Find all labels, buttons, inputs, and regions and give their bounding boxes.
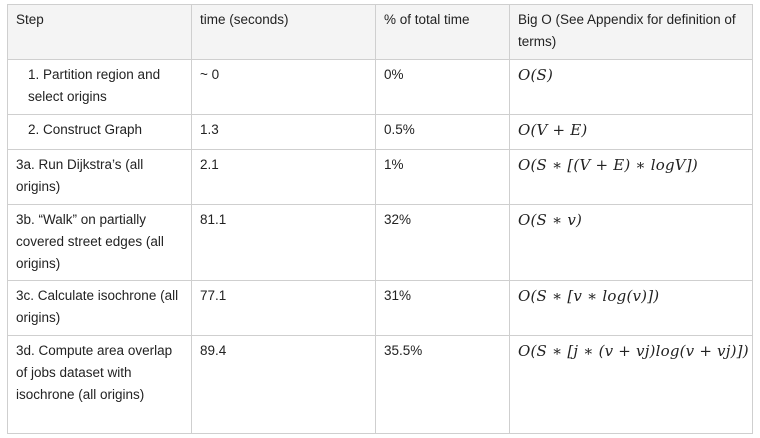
big-o-cell: O(V + E) (509, 114, 753, 150)
header-percent: % of total time (375, 4, 510, 60)
time-cell: 77.1 (191, 280, 376, 336)
step-cell: 3b. “Walk” on partially covered street e… (7, 204, 192, 281)
table-row: 2. Construct Graph 1.3 0.5% O(V + E) (7, 114, 753, 150)
big-o-cell: O(S ∗ v) (509, 204, 753, 281)
time-cell: 1.3 (191, 114, 376, 150)
step-cell: 3d. Compute area overlap of jobs dataset… (7, 335, 192, 434)
big-o-cell: O(S ∗ [(V + E) ∗ logV]) (509, 149, 753, 205)
table-row: 3a. Run Dijkstra’s (all origins) 2.1 1% … (7, 149, 753, 205)
time-cell: 2.1 (191, 149, 376, 205)
time-cell: 89.4 (191, 335, 376, 434)
table-header-row: Step time (seconds) % of total time Big … (7, 4, 753, 60)
percent-cell: 0% (375, 59, 510, 115)
table-row: 3d. Compute area overlap of jobs dataset… (7, 335, 753, 434)
percent-cell: 0.5% (375, 114, 510, 150)
percent-cell: 31% (375, 280, 510, 336)
step-cell: 3c. Calculate isochrone (all origins) (7, 280, 192, 336)
header-time: time (seconds) (191, 4, 376, 60)
percent-cell: 32% (375, 204, 510, 281)
header-step: Step (7, 4, 192, 60)
step-cell: 3a. Run Dijkstra’s (all origins) (7, 149, 192, 205)
step-cell: 1. Partition region and select origins (7, 59, 192, 115)
big-o-cell: O(S ∗ [v ∗ log(v)]) (509, 280, 753, 336)
percent-cell: 1% (375, 149, 510, 205)
table-row: 3c. Calculate isochrone (all origins) 77… (7, 280, 753, 336)
table-row: 3b. “Walk” on partially covered street e… (7, 204, 753, 281)
table-row: 1. Partition region and select origins ~… (7, 59, 753, 115)
header-big-o: Big O (See Appendix for definition of te… (509, 4, 753, 60)
time-cell: 81.1 (191, 204, 376, 281)
time-cell: ~ 0 (191, 59, 376, 115)
percent-cell: 35.5% (375, 335, 510, 434)
timing-table: Step time (seconds) % of total time Big … (7, 4, 753, 434)
big-o-cell: O(S) (509, 59, 753, 115)
big-o-cell: O(S ∗ [j ∗ (v + vj)log(v + vj)]) (509, 335, 753, 434)
step-cell: 2. Construct Graph (7, 114, 192, 150)
